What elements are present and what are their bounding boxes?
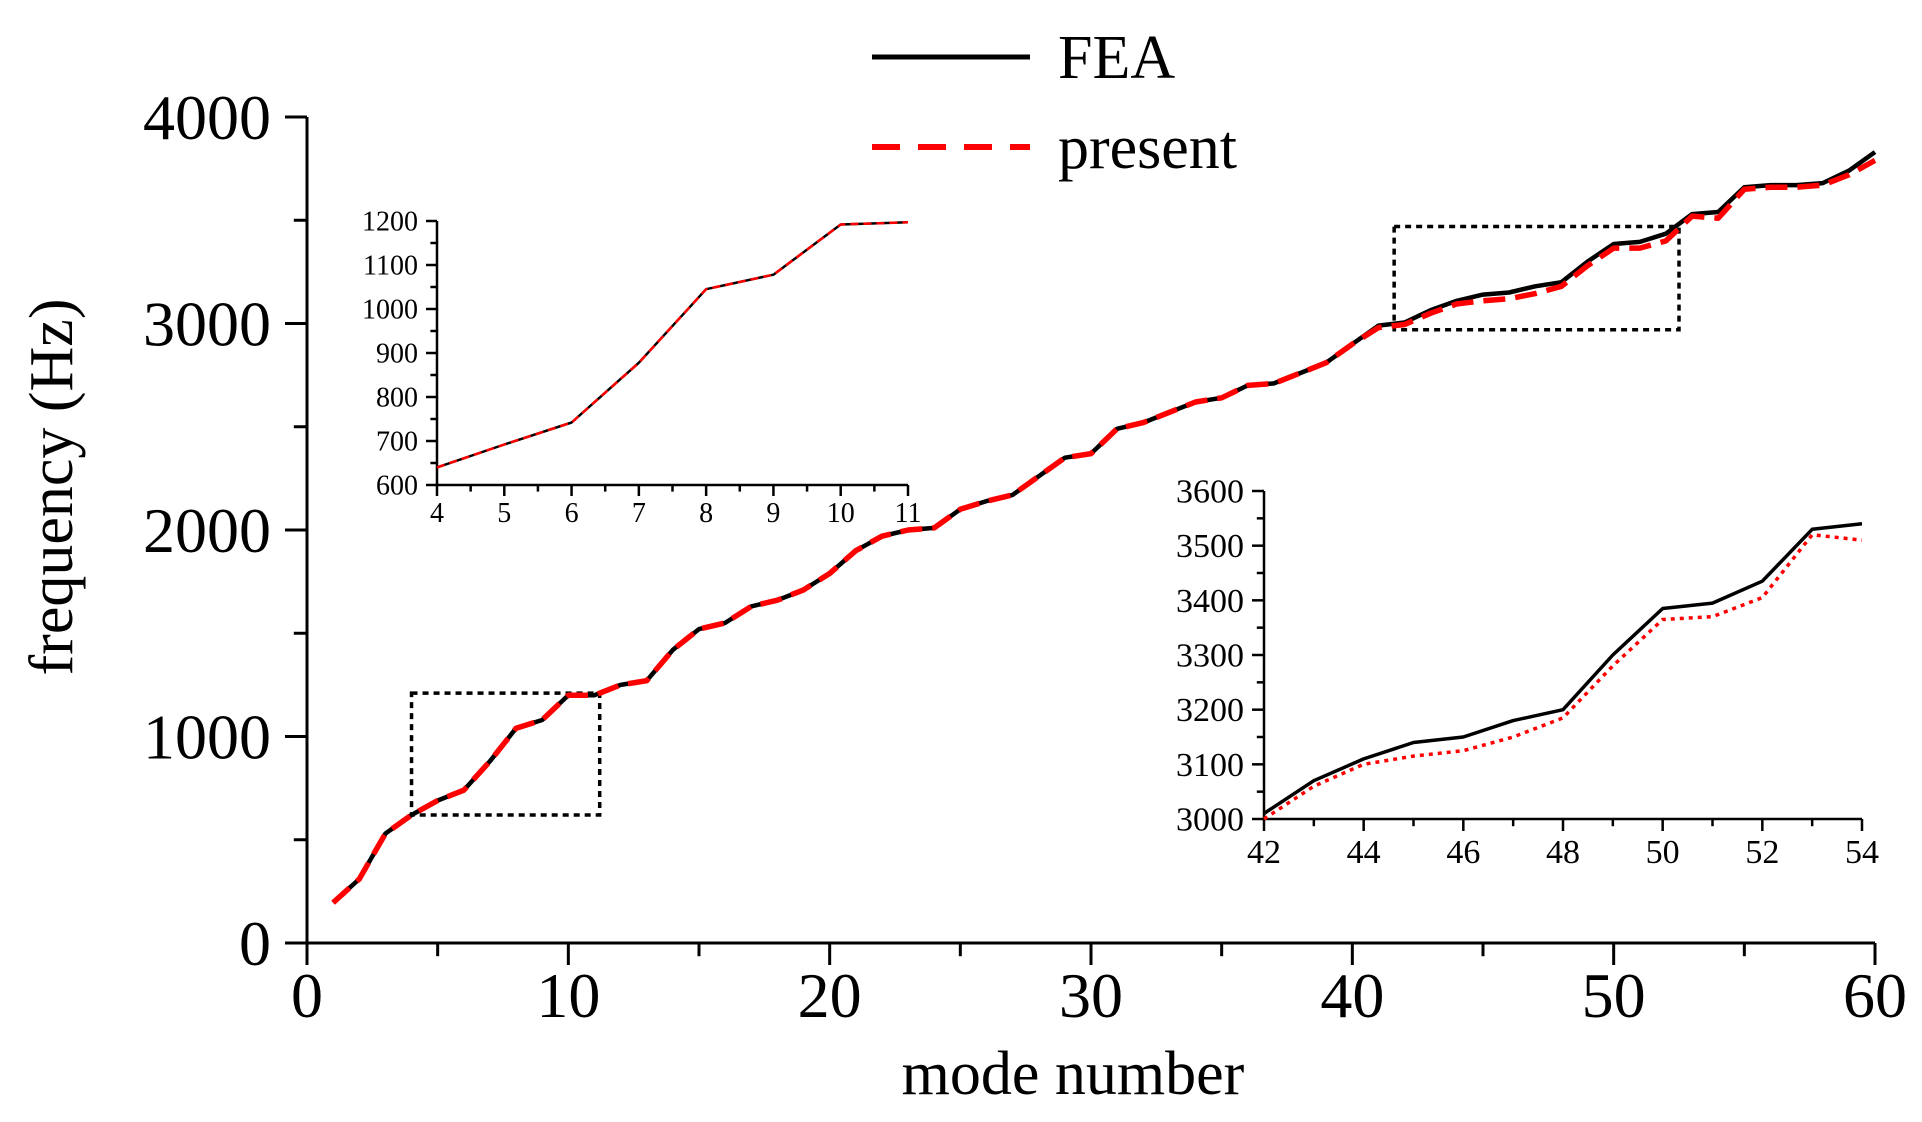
main-x-tick-label: 60 [1843, 960, 1907, 1031]
inset-right-y-tick-label: 3300 [1176, 638, 1244, 675]
inset-left-y-tick-label: 1000 [362, 295, 418, 326]
inset-left-y-tick-label: 700 [376, 427, 418, 458]
main-y-tick-label: 0 [239, 908, 271, 979]
inset-left-x-tick-label: 11 [895, 498, 922, 529]
inset-right-y-tick-label: 3400 [1176, 583, 1244, 620]
inset-right-x-tick-label: 44 [1347, 834, 1381, 871]
inset-left-y-tick-label: 900 [376, 339, 418, 370]
inset-right-y-tick-label: 3600 [1176, 474, 1244, 511]
inset-right-x-tick-label: 42 [1247, 834, 1281, 871]
inset-left-x-tick-label: 6 [565, 498, 579, 529]
inset-left-plot: 4 5 6 7 8 9 10 11 600 700 800 900 1000 1100 1200 [362, 207, 921, 529]
main-y-tick-label: 4000 [143, 82, 271, 153]
main-x-tick-label: 20 [798, 960, 862, 1031]
main-x-tick-label: 10 [536, 960, 600, 1031]
inset-right-x-tick-label: 54 [1845, 834, 1879, 871]
main-zoom-box-2 [1392, 224, 1681, 332]
inset-right-y-tick-label: 3100 [1176, 747, 1244, 784]
main-x-tick-label: 50 [1582, 960, 1646, 1031]
inset-right-plot: 42 44 46 48 50 52 54 3000 3100 3200 3300 3400 3500 36… [1176, 474, 1879, 871]
main-y-tick-label: 1000 [143, 701, 271, 772]
main-series-present [331, 157, 1877, 905]
inset-right-y-tick-label: 3000 [1176, 802, 1244, 839]
inset-left-x-tick-label: 10 [827, 498, 855, 529]
inset-right-x-tick-label: 46 [1446, 834, 1480, 871]
legend: FEA present [872, 24, 1237, 182]
inset-right-x-tick-label: 52 [1745, 834, 1779, 871]
inset-left-x-tick-label: 9 [766, 498, 780, 529]
inset-left-x-tick-label: 5 [497, 498, 511, 529]
legend-label-present: present [1058, 114, 1237, 182]
legend-label-fea: FEA [1058, 24, 1175, 92]
main-y-tick-label: 3000 [143, 288, 271, 359]
inset-left-y-tick-label: 600 [376, 471, 418, 502]
inset-right-y-tick-label: 3500 [1176, 528, 1244, 565]
inset-left-y-tick-label: 1200 [362, 207, 418, 238]
inset-left-x-tick-label: 7 [632, 498, 646, 529]
inset-right-x-tick-label: 48 [1546, 834, 1580, 871]
main-x-tick-label: 30 [1059, 960, 1123, 1031]
inset-left-y-tick-label: 1100 [363, 251, 418, 282]
inset-right-series-fea [1263, 522, 1863, 815]
inset-left-x-tick-label: 4 [430, 498, 444, 529]
inset-left-y-tick-label: 800 [376, 383, 418, 414]
x-axis-label: mode number [902, 1040, 1245, 1108]
main-x-tick-label: 40 [1320, 960, 1384, 1031]
inset-right-y-tick-label: 3200 [1176, 692, 1244, 729]
main-y-tick-label: 2000 [143, 495, 271, 566]
inset-left-series-present [436, 221, 909, 469]
inset-left-x-tick-label: 8 [699, 498, 713, 529]
main-x-tick-label: 0 [291, 960, 323, 1031]
inset-right-x-tick-label: 50 [1646, 834, 1680, 871]
y-axis-label: frequency (Hz) [18, 299, 86, 676]
